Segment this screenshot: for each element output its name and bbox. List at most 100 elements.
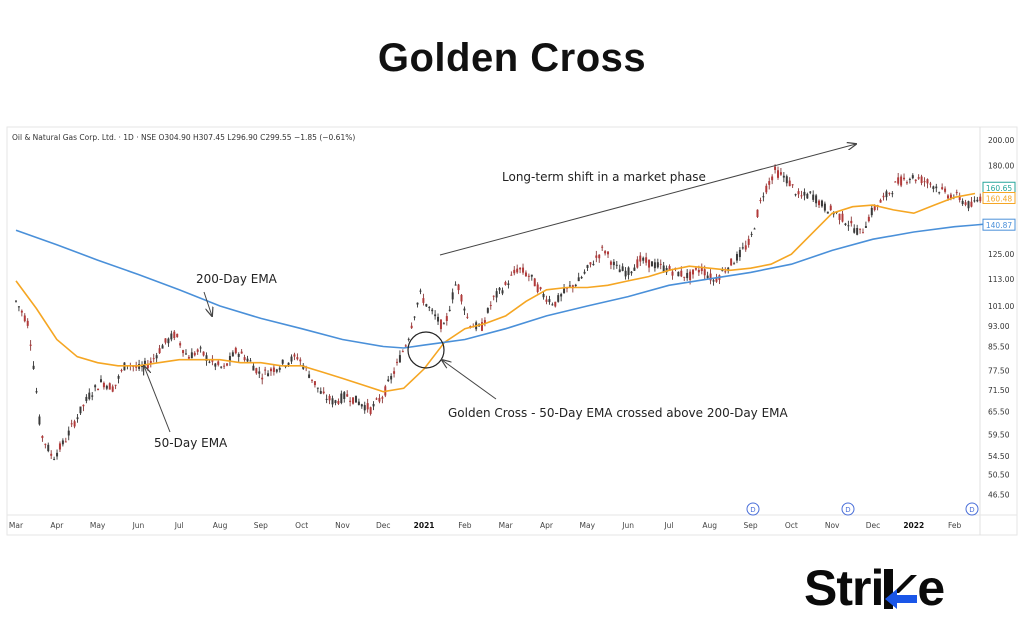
candle-body	[61, 440, 64, 445]
candle-body	[577, 277, 580, 282]
candle-body	[861, 232, 864, 234]
candle-body	[730, 258, 733, 266]
candle-body	[404, 345, 407, 347]
candle-body	[422, 298, 425, 303]
candle-body	[648, 259, 651, 268]
candle-body	[768, 181, 771, 185]
candle-body	[715, 278, 718, 282]
x-tick-label: 2022	[903, 521, 924, 530]
candle-body	[806, 193, 809, 199]
candle-body	[671, 271, 674, 276]
candle-body	[568, 285, 571, 287]
candle-body	[293, 354, 296, 357]
candle-body	[782, 175, 785, 178]
candle-body	[563, 288, 566, 294]
candle-body	[396, 361, 399, 363]
candle-body	[700, 267, 703, 272]
candle-body	[961, 200, 964, 205]
candle-body	[155, 355, 158, 359]
candle-body	[668, 266, 671, 271]
candle-body	[750, 233, 753, 235]
candle-body	[627, 267, 630, 276]
candle-body	[143, 360, 146, 366]
candle-body	[442, 323, 445, 325]
candle-body	[413, 316, 416, 318]
candle-body	[346, 394, 349, 397]
candle-body	[756, 209, 759, 218]
price-labels: 160.65 160.48 140.87	[982, 181, 1016, 231]
candle-body	[856, 228, 859, 235]
candle-body	[829, 205, 832, 211]
candle-body	[217, 361, 220, 365]
candle-body	[53, 458, 56, 460]
candle-body	[777, 170, 780, 178]
candle-body	[864, 226, 867, 228]
y-tick-label: 85.50	[988, 343, 1010, 352]
candle-body	[269, 368, 272, 372]
candle-body	[173, 331, 176, 339]
candle-body	[340, 393, 343, 404]
candle-body	[794, 194, 797, 196]
candle-body	[920, 176, 923, 184]
candle-body	[615, 264, 618, 266]
candle-body	[486, 308, 489, 313]
candle-body	[97, 388, 100, 391]
candle-body	[692, 269, 695, 275]
x-tick-label: Mar	[499, 521, 514, 530]
candle-body	[917, 177, 920, 179]
candle-body	[539, 287, 542, 290]
candle-body	[249, 360, 252, 362]
candle-body	[390, 375, 393, 380]
candle-body	[659, 263, 662, 265]
candle-body	[258, 371, 261, 374]
candle-body	[267, 373, 270, 377]
x-tick-label: Dec	[376, 521, 391, 530]
candle-body	[853, 228, 856, 233]
ema-line-200	[15, 222, 996, 349]
candle-body	[870, 207, 873, 216]
candle-body	[407, 338, 410, 340]
candle-body	[976, 199, 979, 202]
candle-body	[58, 443, 61, 450]
candle-body	[905, 182, 908, 184]
candle-body	[923, 181, 926, 183]
ema-lines	[15, 192, 996, 393]
candle-body	[117, 375, 120, 379]
candle-body	[158, 348, 161, 354]
candle-body	[733, 263, 736, 265]
x-axis: Mar Apr May Jun Jul Aug Sep Oct Nov Dec 2021 Feb Mar…	[9, 521, 962, 530]
candle-body	[932, 186, 935, 189]
candle-body	[847, 225, 850, 227]
candlesticks	[15, 164, 982, 461]
candle-body	[533, 278, 536, 287]
candle-body	[929, 183, 932, 185]
candle-body	[431, 309, 434, 312]
candle-body	[633, 267, 636, 271]
price-label: 160.48	[986, 195, 1012, 204]
candle-body	[94, 385, 97, 388]
candle-body	[812, 194, 815, 200]
candle-body	[428, 307, 431, 309]
annotation-50-ema: 50-Day EMA	[154, 436, 228, 450]
candle-body	[489, 305, 492, 307]
candle-body	[85, 396, 88, 401]
x-tick-label: Aug	[702, 521, 717, 530]
candle-body	[445, 316, 448, 322]
candle-body	[237, 353, 240, 357]
candle-body	[50, 453, 53, 456]
candle-body	[612, 261, 615, 266]
candle-body	[108, 383, 111, 390]
candle-body	[234, 347, 237, 354]
candle-body	[337, 400, 340, 404]
candle-body	[724, 271, 727, 273]
candle-body	[697, 269, 700, 273]
candle-body	[457, 284, 460, 291]
candle-body	[70, 423, 73, 425]
x-tick-label: Oct	[295, 521, 308, 530]
candle-body	[683, 276, 686, 278]
price-label: 160.65	[986, 184, 1012, 193]
candle-body	[319, 391, 322, 394]
candle-body	[425, 304, 428, 307]
candle-body	[199, 347, 202, 349]
